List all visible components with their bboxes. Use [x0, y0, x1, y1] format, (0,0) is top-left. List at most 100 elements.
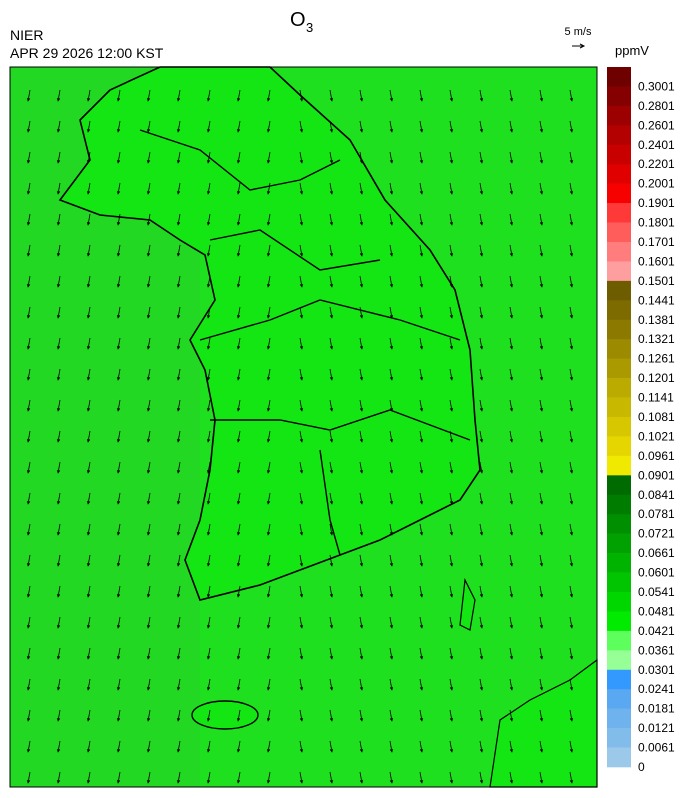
- wind-arrow: [56, 492, 61, 505]
- wind-arrow: [236, 771, 241, 784]
- wind-arrow: [539, 399, 544, 412]
- wind-arrow: [389, 554, 394, 567]
- wind-arrow: [146, 430, 151, 443]
- wind-arrow: [389, 275, 394, 288]
- wind-arrow: [479, 151, 484, 164]
- colorbar-label: 0.1321: [638, 332, 675, 346]
- colorbar-segment: [607, 514, 631, 534]
- wind-arrow: [206, 151, 211, 164]
- wind-arrow: [56, 554, 61, 567]
- wind-arrow: [419, 647, 424, 660]
- colorbar-unit: ppmV: [615, 43, 649, 58]
- wind-arrow: [26, 244, 31, 257]
- wind-arrow: [329, 275, 334, 288]
- wind-arrow: [146, 368, 151, 381]
- wind-arrow: [329, 306, 334, 319]
- wind-arrow: [116, 244, 121, 257]
- wind-arrow: [419, 337, 424, 350]
- colorbar-segment: [607, 533, 631, 554]
- wind-arrow: [479, 244, 484, 257]
- wind-arrow: [146, 89, 151, 102]
- wind-arrow: [176, 368, 181, 381]
- wind-arrow: [176, 740, 181, 753]
- colorbar-label: 0.0781: [638, 507, 675, 521]
- wind-arrow: [509, 554, 514, 567]
- wind-arrow: [419, 182, 424, 195]
- wind-arrow: [86, 368, 91, 381]
- wind-arrow: [26, 523, 31, 536]
- wind-arrow: [86, 120, 91, 133]
- colorbar-label: 0.2001: [638, 177, 675, 191]
- wind-arrow: [146, 616, 151, 629]
- wind-arrow: [86, 275, 91, 288]
- wind-arrow: [56, 709, 61, 722]
- wind-arrow: [56, 244, 61, 257]
- wind-arrow: [539, 554, 544, 567]
- wind-arrow: [569, 771, 574, 784]
- wind-arrow: [299, 461, 304, 474]
- wind-arrow: [86, 399, 91, 412]
- wind-arrow: [539, 771, 544, 784]
- wind-arrow: [389, 151, 394, 164]
- wind-arrow: [146, 213, 151, 226]
- map: [9, 66, 598, 788]
- wind-arrow: [449, 399, 454, 412]
- colorbar-segment: [607, 67, 631, 87]
- colorbar-label: 0.1261: [638, 352, 675, 366]
- wind-arrow: [26, 461, 31, 474]
- wind-arrow: [206, 523, 211, 536]
- wind-arrow: [86, 213, 91, 226]
- wind-arrow: [509, 585, 514, 598]
- wind-arrow: [359, 275, 364, 288]
- colorbar-segment: [607, 689, 631, 709]
- wind-arrow: [479, 740, 484, 753]
- wind-arrow: [479, 275, 484, 288]
- wind-arrow: [236, 430, 241, 443]
- wind-arrow: [176, 461, 181, 474]
- colorbar-segment: [607, 650, 631, 671]
- wind-arrow: [299, 740, 304, 753]
- wind-arrow: [86, 89, 91, 102]
- wind-arrow: [509, 151, 514, 164]
- wind-arrow: [329, 89, 334, 102]
- wind-arrow: [206, 89, 211, 102]
- wind-arrow: [116, 678, 121, 691]
- colorbar-label: 0.1601: [638, 254, 675, 268]
- colorbar-label: 0.1901: [638, 196, 675, 210]
- wind-arrow: [56, 616, 61, 629]
- wind-arrow: [146, 554, 151, 567]
- wind-arrow: [329, 585, 334, 598]
- wind-arrow: [359, 461, 364, 474]
- wind-arrow: [236, 368, 241, 381]
- wind-arrow: [449, 492, 454, 505]
- wind-arrow: [266, 647, 271, 660]
- wind-arrow: [26, 554, 31, 567]
- wind-arrow: [176, 275, 181, 288]
- wind-arrow: [359, 213, 364, 226]
- tsushima: [459, 577, 476, 631]
- wind-arrow: [116, 647, 121, 660]
- wind-arrow: [479, 771, 484, 784]
- colorbar-segment: [607, 669, 631, 690]
- colorbar-segment: [607, 164, 631, 184]
- colorbar-segment: [607, 261, 631, 282]
- wind-arrow: [176, 306, 181, 319]
- wind-arrow: [236, 554, 241, 567]
- wind-arrow: [449, 430, 454, 443]
- wind-arrow: [329, 523, 334, 536]
- wind-arrow: [509, 771, 514, 784]
- wind-arrow: [299, 306, 304, 319]
- wind-arrow: [116, 120, 121, 133]
- wind-arrow: [569, 306, 574, 319]
- wind-arrow: [359, 523, 364, 536]
- wind-arrow: [236, 616, 241, 629]
- wind-arrow: [389, 244, 394, 257]
- wind-arrow: [206, 709, 211, 722]
- wind-arrow: [389, 89, 394, 102]
- wind-arrow: [116, 771, 121, 784]
- wind-arrow: [116, 492, 121, 505]
- colorbar-segment: [607, 242, 631, 262]
- wind-arrow: [449, 647, 454, 660]
- wind-arrow: [56, 368, 61, 381]
- wind-arrow: [509, 678, 514, 691]
